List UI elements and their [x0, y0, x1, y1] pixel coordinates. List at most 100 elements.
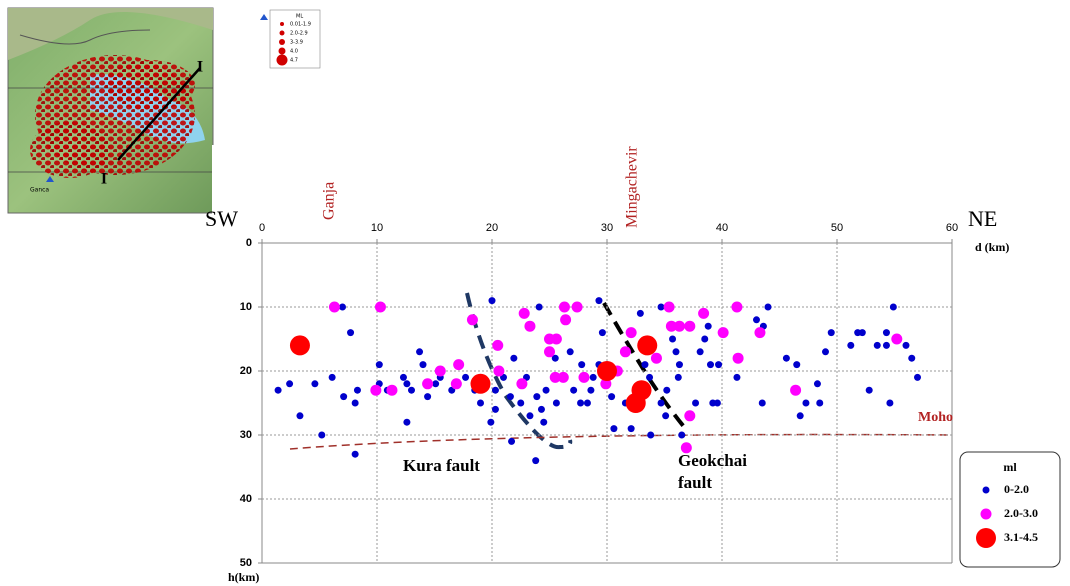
- data-point: [453, 359, 464, 370]
- data-point: [451, 378, 462, 389]
- x-tick-label: 0: [259, 222, 265, 234]
- data-point: [492, 387, 499, 394]
- legend-marker: [981, 509, 992, 520]
- map-legend-label: 4.7: [290, 58, 298, 64]
- data-point: [572, 302, 583, 313]
- data-point: [553, 400, 560, 407]
- data-point: [676, 361, 683, 368]
- data-point: [692, 400, 699, 407]
- map-legend-dot: [280, 31, 285, 36]
- city-label: Mingachevir: [624, 146, 641, 228]
- data-point: [626, 393, 646, 413]
- data-point: [339, 304, 346, 311]
- map-legend-label: 2.0-2.9: [290, 31, 308, 37]
- data-point: [432, 380, 439, 387]
- y-tick-label: 20: [240, 365, 252, 377]
- map-place: Ganca: [30, 187, 49, 194]
- data-point: [538, 406, 545, 413]
- data-point: [802, 400, 809, 407]
- data-point: [754, 327, 765, 338]
- legend-marker: [976, 528, 996, 548]
- data-point: [352, 400, 359, 407]
- data-point: [560, 314, 571, 325]
- data-point: [487, 419, 494, 426]
- y-tick-label: 0: [246, 237, 252, 249]
- data-point: [663, 387, 670, 394]
- data-point: [914, 374, 921, 381]
- city-label: Ganja: [321, 182, 338, 220]
- data-point: [296, 412, 303, 419]
- data-point: [489, 297, 496, 304]
- data-point: [533, 393, 540, 400]
- data-point: [524, 321, 535, 332]
- data-point: [822, 348, 829, 355]
- x-tick-label: 10: [371, 222, 383, 234]
- map-legend-label: 4.0: [290, 49, 298, 55]
- data-point: [352, 451, 359, 458]
- data-point: [705, 323, 712, 330]
- y-tick-label: 40: [240, 493, 252, 505]
- data-point: [891, 334, 902, 345]
- data-point: [664, 302, 675, 313]
- y-axis-label: h(km): [228, 570, 259, 584]
- data-point: [620, 346, 631, 357]
- data-point: [493, 366, 504, 377]
- data-point: [610, 425, 617, 432]
- data-point: [570, 387, 577, 394]
- data-point: [701, 336, 708, 343]
- data-point: [651, 353, 662, 364]
- page: ML0.01-1.92.0-2.93-3.94.04.7IIGanca01020…: [0, 0, 1070, 586]
- data-point: [340, 393, 347, 400]
- data-point: [684, 410, 695, 421]
- data-point: [783, 355, 790, 362]
- data-point: [416, 348, 423, 355]
- data-point: [354, 387, 361, 394]
- map-legend-dot: [277, 55, 288, 66]
- data-point: [510, 355, 517, 362]
- end-label: NE: [968, 206, 997, 231]
- data-point: [558, 372, 569, 383]
- data-point: [595, 297, 602, 304]
- data-point: [599, 329, 606, 336]
- map-legend-dot: [279, 39, 285, 45]
- data-point: [641, 361, 648, 368]
- data-point: [559, 302, 570, 313]
- data-point: [519, 308, 530, 319]
- map-legend-dot: [279, 48, 286, 55]
- legend-label: 0-2.0: [1004, 482, 1029, 496]
- data-point: [908, 355, 915, 362]
- data-point: [517, 400, 524, 407]
- profile-label: I: [101, 171, 107, 188]
- figure: ML0.01-1.92.0-2.93-3.94.04.7IIGanca01020…: [0, 0, 1070, 586]
- data-point: [477, 400, 484, 407]
- data-point: [886, 400, 893, 407]
- x-tick-label: 40: [716, 222, 728, 234]
- data-point: [370, 385, 381, 396]
- data-point: [847, 342, 854, 349]
- data-point: [467, 314, 478, 325]
- data-point: [526, 412, 533, 419]
- data-point: [673, 348, 680, 355]
- x-tick-label: 30: [601, 222, 613, 234]
- legend-label: 2.0-3.0: [1004, 506, 1038, 520]
- profile-label: I: [197, 59, 203, 76]
- data-point: [578, 361, 585, 368]
- y-tick-label: 50: [240, 557, 252, 569]
- data-point: [890, 304, 897, 311]
- x-axis-label: d (km): [975, 240, 1009, 254]
- data-point: [637, 310, 644, 317]
- end-label: SW: [205, 206, 238, 231]
- data-point: [883, 329, 890, 336]
- data-point: [532, 457, 539, 464]
- data-point: [290, 335, 310, 355]
- data-point: [329, 302, 340, 313]
- data-point: [715, 361, 722, 368]
- data-point: [386, 385, 397, 396]
- data-point: [797, 412, 804, 419]
- x-tick-label: 60: [946, 222, 958, 234]
- data-point: [329, 374, 336, 381]
- data-point: [275, 387, 282, 394]
- data-point: [590, 374, 597, 381]
- data-point: [318, 432, 325, 439]
- data-point: [675, 374, 682, 381]
